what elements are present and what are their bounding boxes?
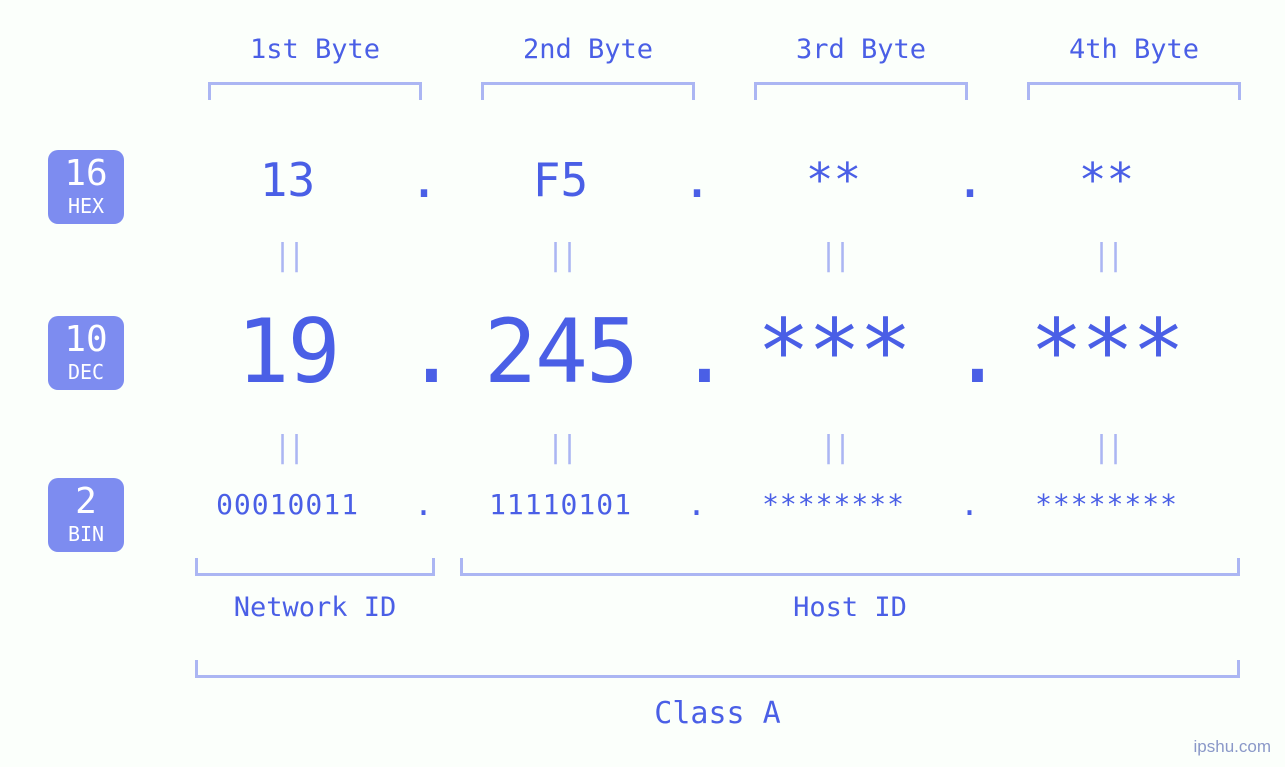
- host-id-bracket: [460, 558, 1240, 576]
- watermark: ipshu.com: [1194, 737, 1271, 757]
- eq2-2: ||: [443, 430, 678, 465]
- bin-byte-2: 11110101: [443, 488, 678, 521]
- hex-base-label: HEX: [48, 194, 124, 218]
- top-bracket-1: [208, 82, 422, 100]
- dec-byte-4: ***: [989, 300, 1224, 403]
- network-id-bracket: [195, 558, 435, 576]
- bin-row: 00010011 . 11110101 . ******** . *******…: [170, 485, 1255, 523]
- network-id-label: Network ID: [195, 592, 435, 623]
- dec-dot-2: .: [678, 300, 716, 403]
- dec-base-label: DEC: [48, 360, 124, 384]
- top-bracket-4: [1027, 82, 1241, 100]
- eq2-4: ||: [989, 430, 1224, 465]
- bin-base-label: BIN: [48, 522, 124, 546]
- bin-byte-1: 00010011: [170, 488, 405, 521]
- eq2-3: ||: [716, 430, 951, 465]
- eq1-1: ||: [170, 238, 405, 273]
- bin-dot-1: .: [405, 485, 443, 523]
- byte-header-4: 4th Byte: [1024, 34, 1244, 65]
- dec-badge: 10 DEC: [48, 316, 124, 390]
- top-bracket-3: [754, 82, 968, 100]
- hex-dot-2: .: [678, 150, 716, 210]
- host-id-label: Host ID: [460, 592, 1240, 623]
- dec-dot-3: .: [951, 300, 989, 403]
- class-bracket: [195, 660, 1240, 678]
- hex-byte-3: **: [716, 153, 951, 207]
- dec-dot-1: .: [405, 300, 443, 403]
- hex-row: 13 . F5 . ** . **: [170, 150, 1255, 210]
- bin-base-num: 2: [48, 484, 124, 520]
- eq1-3: ||: [716, 238, 951, 273]
- bin-dot-2: .: [678, 485, 716, 523]
- dec-base-num: 10: [48, 322, 124, 358]
- hex-byte-2: F5: [443, 153, 678, 207]
- dec-byte-2: 245: [443, 300, 678, 403]
- top-bracket-2: [481, 82, 695, 100]
- class-label: Class A: [195, 696, 1240, 731]
- dec-byte-3: ***: [716, 300, 951, 403]
- hex-dot-1: .: [405, 150, 443, 210]
- hex-base-num: 16: [48, 156, 124, 192]
- hex-badge: 16 HEX: [48, 150, 124, 224]
- eq-row-2: || || || ||: [170, 430, 1255, 465]
- hex-byte-4: **: [989, 153, 1224, 207]
- byte-header-2: 2nd Byte: [478, 34, 698, 65]
- byte-header-3: 3rd Byte: [751, 34, 971, 65]
- eq-row-1: || || || ||: [170, 238, 1255, 273]
- bin-byte-3: ********: [716, 488, 951, 521]
- ip-diagram: 16 HEX 10 DEC 2 BIN 1st Byte 2nd Byte 3r…: [0, 0, 1285, 767]
- eq1-4: ||: [989, 238, 1224, 273]
- eq2-1: ||: [170, 430, 405, 465]
- byte-header-1: 1st Byte: [205, 34, 425, 65]
- bin-dot-3: .: [951, 485, 989, 523]
- hex-dot-3: .: [951, 150, 989, 210]
- bin-byte-4: ********: [989, 488, 1224, 521]
- dec-row: 19 . 245 . *** . ***: [170, 300, 1255, 403]
- eq1-2: ||: [443, 238, 678, 273]
- dec-byte-1: 19: [170, 300, 405, 403]
- hex-byte-1: 13: [170, 153, 405, 207]
- bin-badge: 2 BIN: [48, 478, 124, 552]
